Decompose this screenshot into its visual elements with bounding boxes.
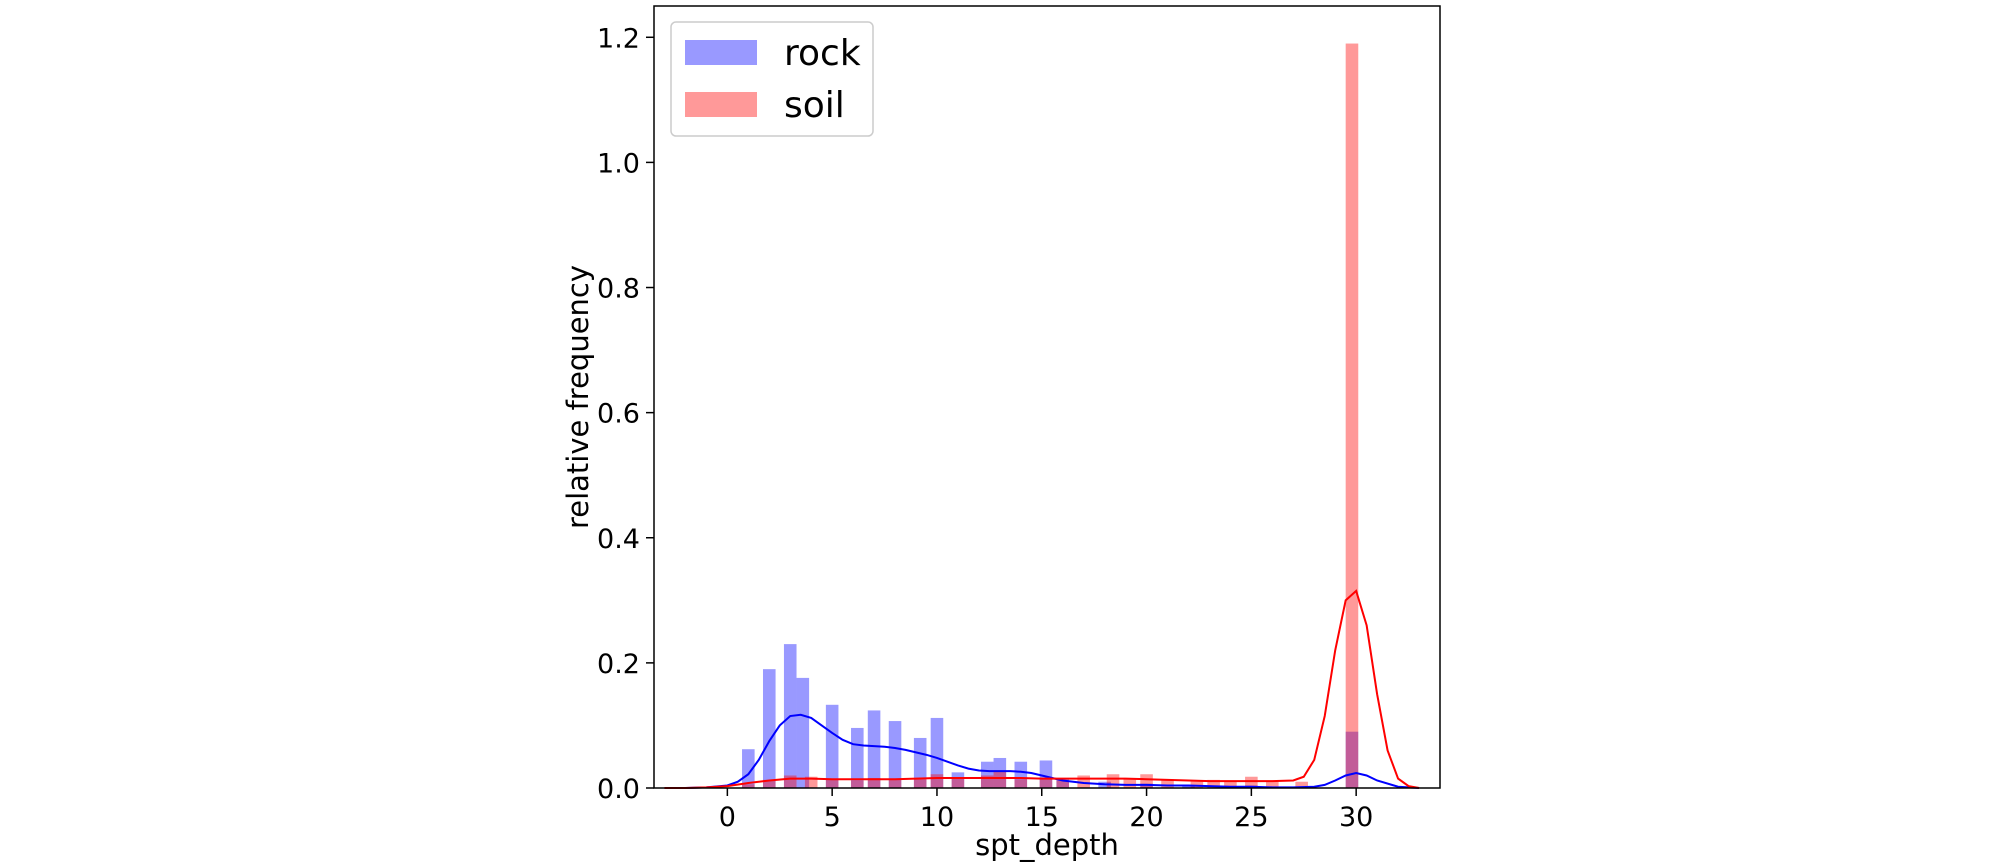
bar-soil-10 xyxy=(951,778,965,788)
bar-rock-13 xyxy=(1014,761,1028,788)
bar-rock-1 xyxy=(762,669,776,788)
bar-rock-18 xyxy=(1182,785,1195,788)
x-tick-label-4: 20 xyxy=(1129,802,1163,833)
bar-rock-4 xyxy=(825,704,839,788)
x-axis-title: spt_depth xyxy=(975,828,1119,862)
y-tick-label-3: 0.6 xyxy=(597,399,640,430)
bar-soil-8 xyxy=(913,779,927,788)
legend-box xyxy=(670,21,874,137)
bar-soil-20 xyxy=(1161,779,1174,788)
bar-soil-0 xyxy=(742,784,755,788)
kde-layer xyxy=(664,589,1420,789)
legend-label-rock: rock xyxy=(784,33,861,74)
bar-soil-26 xyxy=(1295,781,1308,788)
plot-area: 0 5 10 15 20 25 30 0.0 0.2 0.4 0.6 0.8 1.0 1.2 xyxy=(597,5,1441,833)
x-ticks: 0 5 10 15 20 25 30 xyxy=(719,788,1373,833)
y-tick-label-1: 0.2 xyxy=(597,649,640,680)
legend-label-soil: soil xyxy=(784,85,845,126)
bar-rock-8 xyxy=(913,737,927,788)
bar-soil-5 xyxy=(851,780,864,788)
y-axis-title: relative frequency xyxy=(561,265,595,529)
y-tick-label-5: 1.0 xyxy=(597,148,640,179)
bar-soil-2 xyxy=(783,775,797,788)
bar-rock-5 xyxy=(851,727,864,788)
bar-soil-22 xyxy=(1207,779,1220,788)
bar-soil-1 xyxy=(762,779,776,788)
x-tick-label-0: 0 xyxy=(719,802,736,833)
x-tick-label-1: 5 xyxy=(824,802,841,833)
bar-rock-15 xyxy=(1056,778,1070,788)
x-tick-label-3: 15 xyxy=(1025,802,1059,833)
bar-rock-0 xyxy=(742,749,755,788)
axes-frame xyxy=(653,5,1441,789)
bar-rock-14 xyxy=(1039,760,1053,788)
x-tick-label-6: 30 xyxy=(1339,802,1373,833)
bar-soil-23 xyxy=(1224,781,1237,788)
bar-soil-25 xyxy=(1266,781,1279,788)
y-tick-label-6: 1.2 xyxy=(597,23,640,54)
y-tick-label-2: 0.4 xyxy=(597,524,640,555)
bar-soil-17 xyxy=(1106,774,1120,788)
bar-rock-3 xyxy=(796,677,810,788)
bar-soil-9 xyxy=(930,774,944,788)
bar-soil-4 xyxy=(825,778,839,788)
bar-rock-6 xyxy=(867,710,881,788)
bar-soil-14 xyxy=(1039,778,1053,788)
kde-line-soil xyxy=(664,589,1420,789)
bar-soil-24 xyxy=(1245,776,1258,788)
legend: rock soil xyxy=(670,21,874,137)
bar-soil-21 xyxy=(1190,780,1204,788)
bar-soil-27 xyxy=(1345,43,1359,789)
y-ticks: 0.0 0.2 0.4 0.6 0.8 1.0 1.2 xyxy=(597,23,654,805)
bar-soil-6 xyxy=(867,777,881,788)
legend-swatch-soil xyxy=(685,92,757,117)
bar-soil-12 xyxy=(993,771,1007,788)
bar-soil-15 xyxy=(1056,780,1070,788)
bar-soil-18 xyxy=(1123,779,1137,788)
bar-rock-9 xyxy=(930,717,944,788)
bar-rock-12 xyxy=(993,757,1007,788)
bar-rock-10 xyxy=(951,772,965,788)
y-tick-label-4: 0.8 xyxy=(597,274,640,305)
bar-soil-3 xyxy=(804,776,818,788)
y-tick-label-0: 0.0 xyxy=(597,774,640,805)
x-tick-label-2: 10 xyxy=(920,802,954,833)
bar-rock-7 xyxy=(888,721,902,788)
bar-soil-7 xyxy=(888,779,902,788)
bar-rock-11 xyxy=(980,761,994,788)
bars-layer xyxy=(742,43,1359,789)
x-tick-label-5: 25 xyxy=(1234,802,1268,833)
bar-soil-13 xyxy=(1014,779,1028,788)
legend-swatch-rock xyxy=(685,40,757,65)
